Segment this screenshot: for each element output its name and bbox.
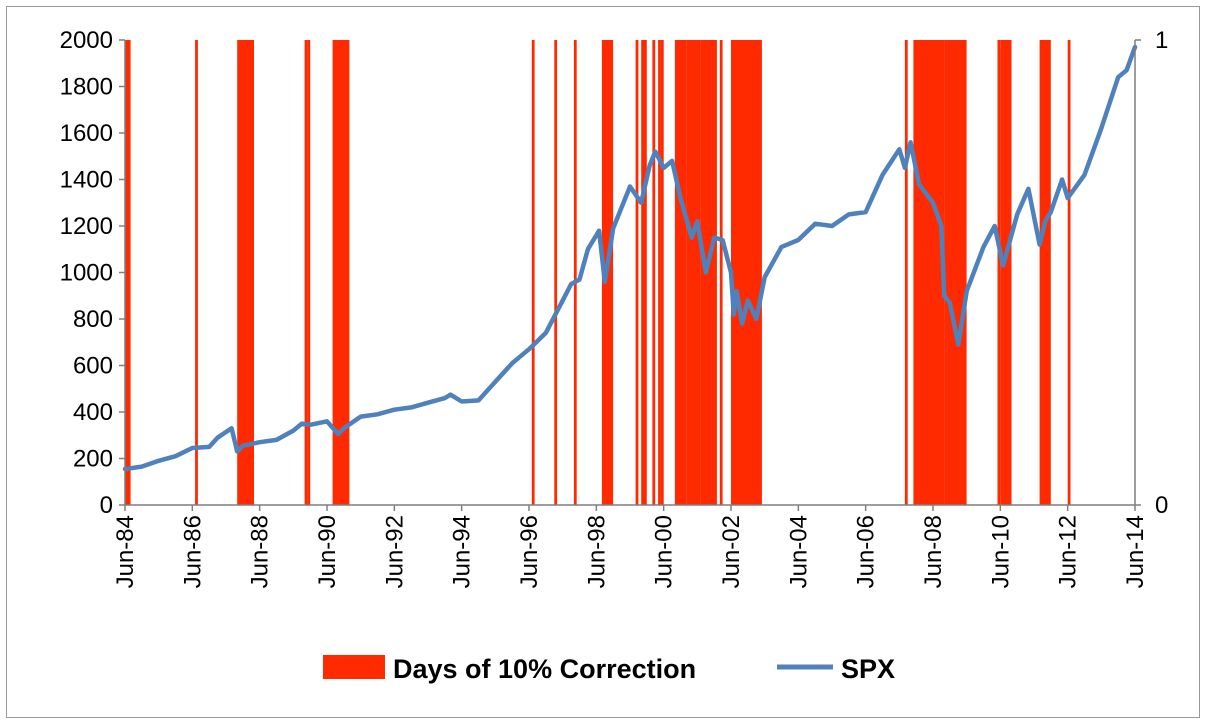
y-left-tick-label: 1000: [60, 260, 113, 287]
y-right-tick-label: 1: [1155, 27, 1168, 54]
correction-bar-6: [531, 40, 535, 505]
y-left-tick-label: 2000: [60, 27, 113, 54]
spx-series: [122, 44, 1138, 472]
y-right-tick-label: 0: [1155, 492, 1168, 519]
y-axis-left: 0 200 400 600 800 1000 1200 1400 1600 1800 2000: [60, 27, 125, 519]
legend-swatch-correction: [323, 655, 385, 679]
x-tick-label: Jun-94: [449, 515, 476, 588]
correction-bar-23: [944, 40, 967, 505]
y-left-tick-label: 1800: [60, 74, 113, 101]
x-tick-label: Jun-96: [516, 515, 543, 588]
y-left-tick-label: 600: [73, 353, 113, 380]
legend-label-correction: Days of 10% Correction: [393, 654, 696, 684]
x-tick-label: Jun-86: [179, 515, 206, 588]
y-left-tick-label: 1200: [60, 213, 113, 240]
y-left-tick-label: 200: [73, 446, 113, 473]
x-axis: Jun-84 Jun-86 Jun-88 Jun-90 Jun-92 Jun-94 Jun-…: [112, 505, 1149, 588]
x-tick-label: Jun-00: [651, 515, 678, 588]
correction-bar-25: [1000, 40, 1012, 505]
y-axis-right: 01: [1135, 27, 1168, 519]
correction-bar-1: [195, 40, 198, 505]
correction-bar-8: [573, 40, 577, 505]
x-tick-label: Jun-84: [112, 515, 139, 588]
correction-bar-13: [658, 40, 661, 505]
x-tick-label: Jun-90: [314, 515, 341, 588]
spx-line: [122, 44, 1138, 472]
x-tick-label: Jun-98: [583, 515, 610, 588]
correction-bar-3: [304, 40, 308, 505]
correction-bar-5: [332, 40, 350, 505]
correction-bar-16: [686, 40, 701, 505]
x-tick-label: Jun-10: [987, 515, 1014, 588]
correction-bar-24: [997, 40, 1001, 505]
y-left-tick-label: 0: [100, 492, 113, 519]
x-tick-label: Jun-88: [247, 515, 274, 588]
y-left-tick-label: 1400: [60, 167, 113, 194]
correction-bar-18: [719, 40, 723, 505]
correction-bar-15: [674, 40, 687, 505]
x-tick-label: Jun-12: [1055, 515, 1082, 588]
x-tick-label: Jun-92: [381, 515, 408, 588]
correction-bar-12: [652, 40, 656, 505]
correction-bar-17: [700, 40, 717, 505]
y-left-tick-label: 1600: [60, 120, 113, 147]
correction-bar-19: [731, 40, 762, 505]
legend: Days of 10% Correction SPX: [323, 654, 895, 684]
correction-bar-10: [635, 40, 639, 505]
y-left-tick-label: 800: [73, 306, 113, 333]
correction-bar-7: [554, 40, 558, 505]
legend-label-spx: SPX: [841, 654, 895, 684]
x-tick-label: Jun-06: [853, 515, 880, 588]
correction-bar-26: [1039, 40, 1051, 505]
correction-bar-11: [641, 40, 647, 505]
correction-bars: [125, 40, 1071, 505]
correction-bar-27: [1067, 40, 1071, 505]
x-tick-label: Jun-08: [920, 515, 947, 588]
correction-bar-21: [913, 40, 922, 505]
axes: [124, 40, 1136, 506]
y-left-tick-label: 400: [73, 399, 113, 426]
correction-bar-22: [919, 40, 945, 505]
x-tick-label: Jun-02: [718, 515, 745, 588]
correction-bar-14: [660, 40, 664, 505]
x-tick-label: Jun-14: [1122, 515, 1149, 588]
x-tick-label: Jun-04: [785, 515, 812, 588]
correction-bar-4: [307, 40, 311, 505]
correction-bar-0: [125, 40, 131, 505]
correction-bar-20: [904, 40, 908, 505]
correction-bar-2: [237, 40, 254, 505]
